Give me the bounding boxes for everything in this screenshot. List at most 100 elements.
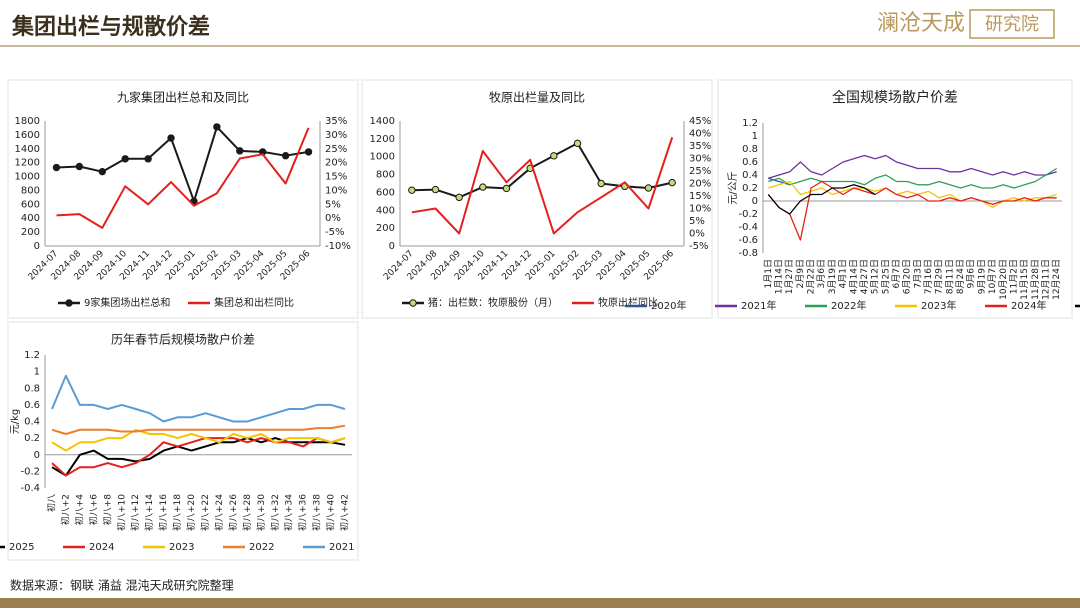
y-tick-label: -0.2	[738, 209, 758, 220]
y2-tick-label: 25%	[689, 166, 711, 177]
y-tick-label: -0.8	[738, 248, 758, 259]
series-marker	[668, 178, 676, 187]
footer-bar	[0, 598, 1080, 608]
y2-tick-label: 5%	[325, 199, 341, 210]
x-tick-label: 1月27日	[784, 259, 795, 294]
chart-panel	[717, 79, 1073, 319]
x-tick-label: 6月7日	[891, 259, 902, 288]
y-tick-label: 0.4	[24, 417, 40, 428]
x-tick-label: 初八+4	[73, 494, 85, 526]
y-tick-label: 1.2	[742, 118, 758, 129]
series-marker	[213, 123, 221, 131]
y-tick-label: 1	[34, 367, 40, 378]
x-tick-label: 初八+24	[213, 494, 225, 531]
legend-label: 2025	[9, 542, 34, 553]
legend-label: 集团总和出栏同比	[214, 296, 294, 309]
series-marker	[304, 148, 313, 156]
series-line	[768, 167, 1058, 189]
series-marker	[98, 167, 106, 176]
legend-label: 2021	[329, 542, 354, 553]
y2-tick-label: 35%	[325, 116, 347, 127]
y-tick-label: 1.2	[24, 350, 40, 361]
series-marker	[121, 155, 129, 163]
x-tick-label: 3月6日	[816, 259, 827, 288]
legend-label: 2024年	[1011, 299, 1046, 312]
source-note: 数据来源：钢联 涌益 混沌天成研究院整理	[10, 578, 234, 593]
chart-panel	[361, 79, 713, 319]
y-tick-label: 800	[376, 170, 395, 181]
x-tick-label: 9月19日	[976, 259, 987, 294]
x-tick-label: 初八+32	[269, 494, 281, 531]
y-tick-label: 0.2	[742, 183, 758, 194]
y2-tick-label: 30%	[325, 130, 347, 141]
x-tick-label: 6月20日	[902, 259, 913, 294]
x-tick-label: 初八+14	[143, 494, 155, 531]
x-tick-label: 5月25日	[880, 259, 891, 294]
x-tick-label: 初八+36	[297, 494, 309, 531]
legend-label: 2020年	[651, 299, 686, 312]
y2-tick-label: 0%	[689, 229, 705, 240]
x-tick-label: 2月22日	[806, 259, 817, 294]
y-tick-label: 1600	[15, 130, 40, 141]
x-tick-label: 12月11日	[1040, 259, 1051, 300]
y-tick-label: -0.4	[20, 483, 40, 494]
series-marker	[52, 163, 61, 172]
x-tick-label: 4月14日	[848, 259, 859, 294]
x-tick-label: 初八+38	[311, 494, 323, 531]
x-tick-label: 初八+30	[255, 494, 267, 531]
x-tick-label: 初八+18	[171, 494, 183, 531]
x-tick-label: 初八+6	[87, 494, 99, 526]
y-tick-label: 1400	[15, 144, 40, 155]
x-tick-label: 2月9日	[795, 259, 806, 288]
x-tick-label: 10月7日	[987, 259, 998, 294]
x-tick-label: 10月20日	[998, 259, 1009, 300]
y-axis-title: 元/公斤	[727, 171, 739, 204]
series-line	[51, 437, 346, 477]
x-tick-label: 11月28日	[1030, 259, 1041, 300]
legend-label: 2023年	[921, 299, 956, 312]
y-tick-label: 400	[376, 205, 395, 216]
slide-title: 集团出栏与规散价差	[11, 14, 210, 40]
y2-tick-label: 15%	[689, 191, 711, 202]
x-tick-label: 1月14日	[774, 259, 785, 294]
y2-tick-label: -5%	[325, 227, 344, 238]
x-tick-label: 9月6日	[966, 259, 977, 288]
x-tick-label: 初八+2	[59, 494, 71, 525]
y-tick-label: 0	[752, 196, 758, 207]
logo-text: 澜沧天成	[877, 11, 965, 36]
series-line	[768, 180, 1057, 209]
x-tick-label: 初八+20	[185, 494, 197, 531]
series-marker	[455, 193, 463, 202]
x-tick-label: 初八+28	[241, 494, 253, 531]
y-tick-label: 0.8	[24, 383, 40, 394]
y-tick-label: 800	[21, 185, 40, 196]
series-marker	[408, 186, 416, 194]
y2-tick-label: 15%	[325, 172, 347, 183]
chart-panel	[7, 321, 359, 561]
x-tick-label: 初八+22	[199, 494, 211, 531]
y-tick-label: 0.2	[24, 433, 40, 444]
logo-box-text: 研究院	[985, 14, 1039, 35]
series-line	[51, 424, 346, 435]
series-marker	[573, 139, 582, 148]
series-marker	[431, 185, 440, 194]
series-marker	[281, 152, 290, 160]
y-tick-label: 400	[21, 213, 40, 224]
series-marker	[502, 184, 511, 193]
y-tick-label: -0.6	[738, 235, 758, 246]
y2-tick-label: 5%	[689, 216, 705, 227]
y-tick-label: -0.2	[20, 466, 40, 477]
y2-tick-label: -10%	[325, 241, 351, 252]
y-tick-label: 1000	[370, 152, 395, 163]
series-line	[768, 154, 1057, 179]
legend-label: 2022年	[831, 299, 866, 312]
series-line	[56, 125, 309, 203]
series-marker	[550, 152, 558, 160]
x-tick-label: 初八+8	[101, 494, 113, 526]
chart-title: 九家集团出栏总和及同比	[117, 90, 249, 105]
y2-tick-label: 25%	[325, 144, 347, 155]
x-tick-label: 初八	[45, 494, 57, 512]
chart-title: 历年春节后规模场散户价差	[111, 332, 255, 347]
y-tick-label: 200	[376, 223, 395, 234]
